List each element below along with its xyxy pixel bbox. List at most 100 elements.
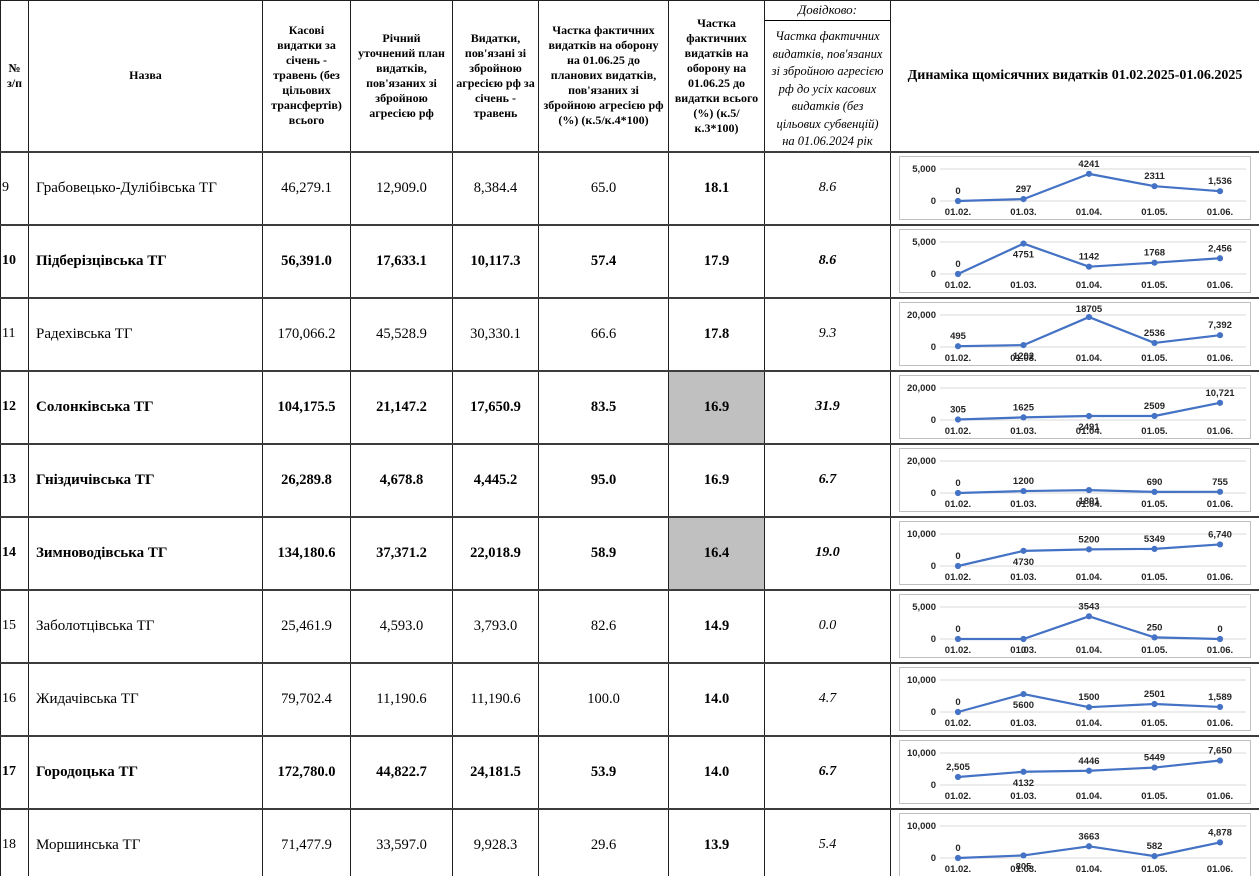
- svg-text:0: 0: [931, 780, 936, 791]
- row-number: 11: [0, 296, 29, 372]
- dynamics-chart-cell: 5,000 0 0 01.02. 4751 01.03. 1142 01.04. 1768 01.…: [890, 223, 1259, 299]
- svg-text:01.02.: 01.02.: [945, 864, 971, 875]
- annual-plan-value: 12,909.0: [350, 150, 453, 226]
- row-number: 17: [0, 734, 29, 810]
- war-expenditures-value: 30,330.1: [452, 296, 539, 372]
- svg-text:5200: 5200: [1078, 535, 1099, 546]
- dynamics-chart-cell: 10,000 0 0 01.02. 5600 01.03. 1500 01.04. 2501 01…: [890, 661, 1259, 737]
- svg-text:0: 0: [955, 186, 960, 197]
- community-name: Моршинська ТГ: [28, 807, 263, 876]
- svg-text:01.06.: 01.06.: [1207, 353, 1233, 364]
- reference-value: 6.7: [764, 442, 891, 518]
- svg-text:10,000: 10,000: [907, 748, 936, 759]
- annual-plan-value: 21,147.2: [350, 369, 453, 445]
- community-name: Грабовецько-Дулібівська ТГ: [28, 150, 263, 226]
- svg-text:0: 0: [931, 269, 936, 280]
- community-name: Городоцька ТГ: [28, 734, 263, 810]
- svg-text:10,000: 10,000: [907, 821, 936, 832]
- svg-text:01.04.: 01.04.: [1076, 353, 1102, 364]
- svg-text:01.04.: 01.04.: [1076, 207, 1102, 218]
- svg-text:5600: 5600: [1013, 700, 1034, 711]
- svg-text:01.02.: 01.02.: [945, 499, 971, 510]
- svg-text:01.05.: 01.05.: [1141, 207, 1167, 218]
- svg-text:0: 0: [931, 561, 936, 572]
- svg-text:0: 0: [931, 634, 936, 645]
- war-expenditures-value: 22,018.9: [452, 515, 539, 591]
- svg-text:1625: 1625: [1013, 403, 1035, 414]
- cash-expenditures-value: 26,289.8: [262, 442, 351, 518]
- svg-text:5449: 5449: [1144, 753, 1165, 764]
- svg-text:01.05.: 01.05.: [1141, 864, 1167, 875]
- header-row: № з/п Назва Касові видатки за січень - т…: [0, 0, 1259, 153]
- header-war-expenditures: Видатки, пов'язані зі збройною агресією …: [452, 0, 539, 153]
- reference-value: 6.7: [764, 734, 891, 810]
- svg-text:5349: 5349: [1144, 534, 1165, 545]
- cash-expenditures-value: 25,461.9: [262, 588, 351, 664]
- community-name: Радехівська ТГ: [28, 296, 263, 372]
- reference-value: 31.9: [764, 369, 891, 445]
- reference-value: 9.3: [764, 296, 891, 372]
- svg-text:20,000: 20,000: [907, 383, 936, 394]
- line-chart-svg: 10,000 0 0 01.02. 4730 01.03. 5200 01.04. 5349 01…: [907, 529, 1246, 583]
- table-row: 15 Заболотцівська ТГ 25,461.9 4,593.0 3,…: [0, 588, 1259, 664]
- svg-text:0: 0: [955, 478, 960, 489]
- svg-text:01.04.: 01.04.: [1076, 718, 1102, 729]
- dynamics-chart-cell: 5,000 0 0 01.02. 0 01.03. 3543 01.04. 250 01.05. 0…: [890, 588, 1259, 664]
- cash-expenditures-value: 46,279.1: [262, 150, 351, 226]
- table-row: 12 Солонківська ТГ 104,175.5 21,147.2 17…: [0, 369, 1259, 445]
- svg-text:01.05.: 01.05.: [1141, 426, 1167, 437]
- svg-text:01.02.: 01.02.: [945, 718, 971, 729]
- share-of-plan-value: 29.6: [538, 807, 669, 876]
- table-row: 13 Гніздичівська ТГ 26,289.8 4,678.8 4,4…: [0, 442, 1259, 518]
- svg-text:01.05.: 01.05.: [1141, 718, 1167, 729]
- annual-plan-value: 11,190.6: [350, 661, 453, 737]
- war-expenditures-value: 4,445.2: [452, 442, 539, 518]
- line-chart-svg: 5,000 0 0 01.02. 297 01.03. 4241 01.04. 2311 01.0…: [912, 159, 1246, 218]
- svg-text:01.06.: 01.06.: [1207, 280, 1233, 291]
- svg-text:1768: 1768: [1144, 248, 1165, 259]
- share-of-plan-value: 66.6: [538, 296, 669, 372]
- dynamics-chart-cell: 10,000 0 2,505 01.02. 4132 01.03. 4446 01.04. 54…: [890, 734, 1259, 810]
- cash-expenditures-value: 104,175.5: [262, 369, 351, 445]
- svg-text:10,721: 10,721: [1205, 388, 1235, 399]
- community-name: Жидачівська ТГ: [28, 661, 263, 737]
- svg-text:4446: 4446: [1078, 756, 1099, 767]
- share-of-plan-value: 57.4: [538, 223, 669, 299]
- svg-text:01.02.: 01.02.: [945, 353, 971, 364]
- cash-expenditures-value: 71,477.9: [262, 807, 351, 876]
- header-name: Назва: [28, 0, 263, 153]
- svg-text:01.04.: 01.04.: [1076, 864, 1102, 875]
- share-of-plan-value: 83.5: [538, 369, 669, 445]
- svg-text:1,589: 1,589: [1208, 692, 1232, 703]
- annual-plan-value: 4,593.0: [350, 588, 453, 664]
- sparkline-chart: 10,000 0 0 01.02. 4730 01.03. 5200 01.04. 5349 01…: [899, 521, 1251, 586]
- cash-expenditures-value: 172,780.0: [262, 734, 351, 810]
- row-number: 15: [0, 588, 29, 664]
- svg-text:18705: 18705: [1076, 304, 1103, 315]
- annual-plan-value: 33,597.0: [350, 807, 453, 876]
- svg-text:5,000: 5,000: [912, 602, 936, 613]
- sparkline-chart: 10,000 0 0 01.02. 805 01.03. 3663 01.04. 582 01.0…: [899, 813, 1251, 876]
- svg-text:305: 305: [950, 405, 967, 416]
- cash-expenditures-value: 134,180.6: [262, 515, 351, 591]
- share-of-plan-value: 95.0: [538, 442, 669, 518]
- svg-text:0: 0: [1217, 624, 1222, 635]
- svg-text:5,000: 5,000: [912, 164, 936, 175]
- row-number: 13: [0, 442, 29, 518]
- svg-text:4241: 4241: [1078, 159, 1100, 170]
- svg-text:0: 0: [955, 624, 960, 635]
- sparkline-chart: 20,000 0 0 01.02. 1200 01.03. 1801 01.04. 690 01.…: [899, 448, 1251, 513]
- svg-text:01.05.: 01.05.: [1141, 499, 1167, 510]
- svg-text:01.04.: 01.04.: [1076, 426, 1102, 437]
- reference-value: 19.0: [764, 515, 891, 591]
- reference-value: 4.7: [764, 661, 891, 737]
- war-expenditures-value: 24,181.5: [452, 734, 539, 810]
- header-dynamics: Динаміка щомісячних видатків 01.02.2025-…: [890, 0, 1259, 153]
- annual-plan-value: 37,371.2: [350, 515, 453, 591]
- line-chart-svg: 10,000 0 2,505 01.02. 4132 01.03. 4446 01.04. 54…: [907, 746, 1246, 802]
- community-name: Підберізцівська ТГ: [28, 223, 263, 299]
- svg-text:495: 495: [950, 331, 967, 342]
